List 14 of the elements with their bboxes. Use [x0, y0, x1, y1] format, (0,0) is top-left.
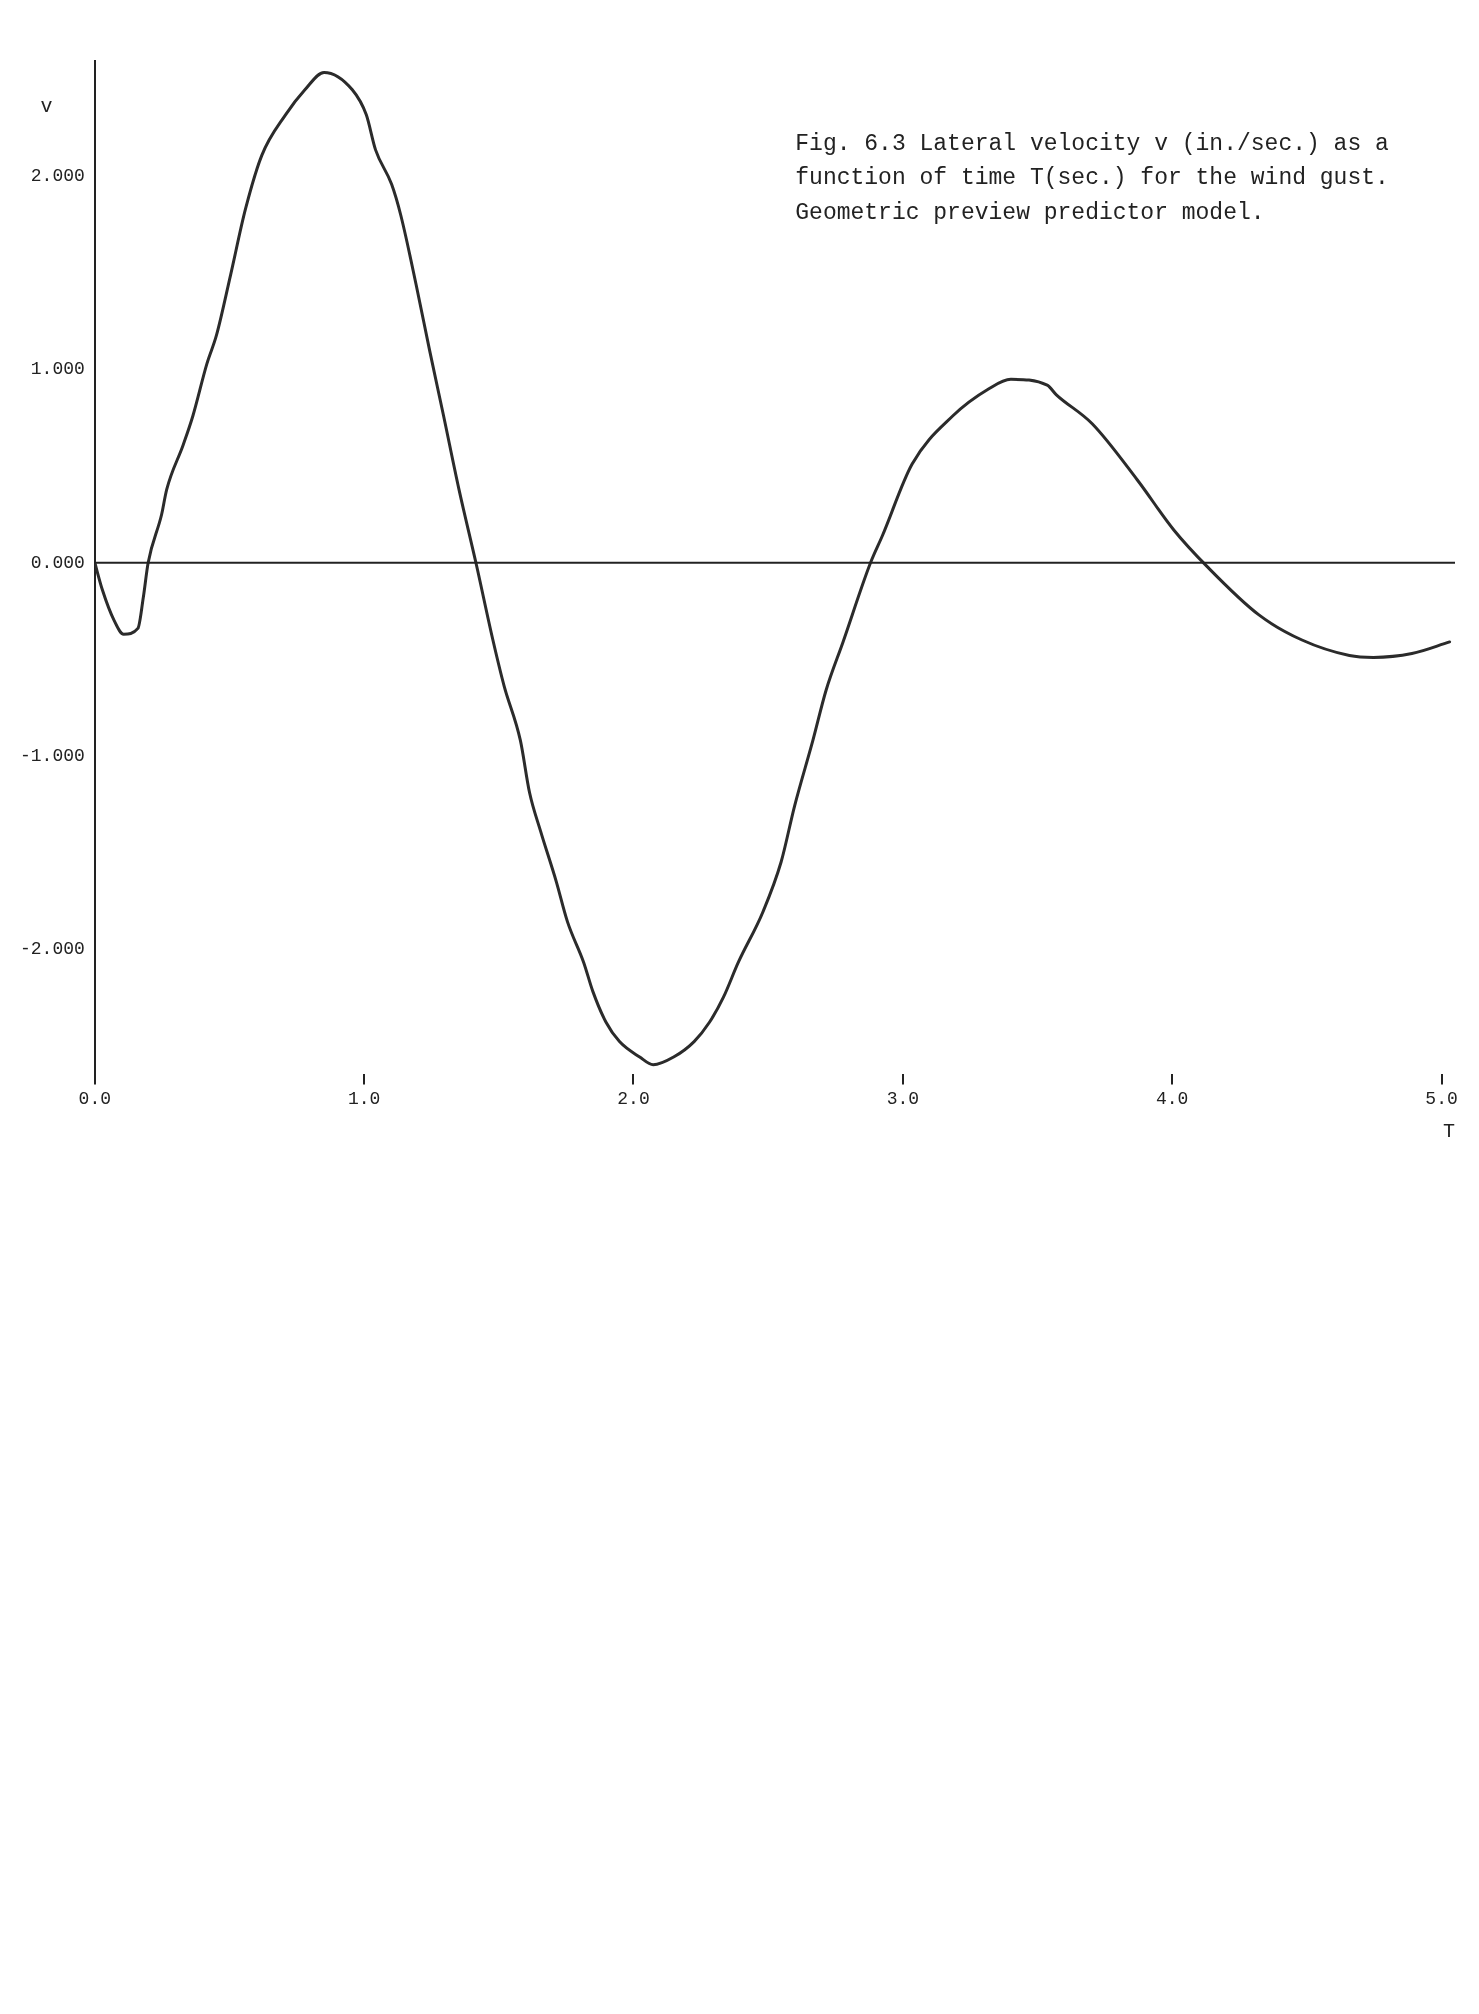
x-tick-label: 2.0 [617, 1088, 650, 1109]
y-tick-label: 1.000 [30, 359, 85, 380]
text: Fig. 6.3 Lateral velocity v (in./sec.) as a function of time T(sec.) for the wind gust. Geometric preview predictor model. [795, 129, 1390, 228]
x-tick-label: 5.0 [1425, 1088, 1458, 1109]
y-tick-label: -2.000 [20, 938, 85, 959]
x-tick-label: 4.0 [1155, 1088, 1189, 1109]
x-tick-label: 0.0 [78, 1088, 112, 1109]
x-tick-label: 1.0 [347, 1088, 381, 1109]
x-tick-label: 3.0 [886, 1088, 920, 1109]
y-tick-label: 0.000 [30, 552, 85, 573]
y-axis-title: v [40, 94, 53, 118]
y-tick-label: 2.000 [30, 166, 85, 187]
x-axis-title: T [1442, 1120, 1455, 1144]
y-tick-label: -1.000 [20, 745, 85, 766]
